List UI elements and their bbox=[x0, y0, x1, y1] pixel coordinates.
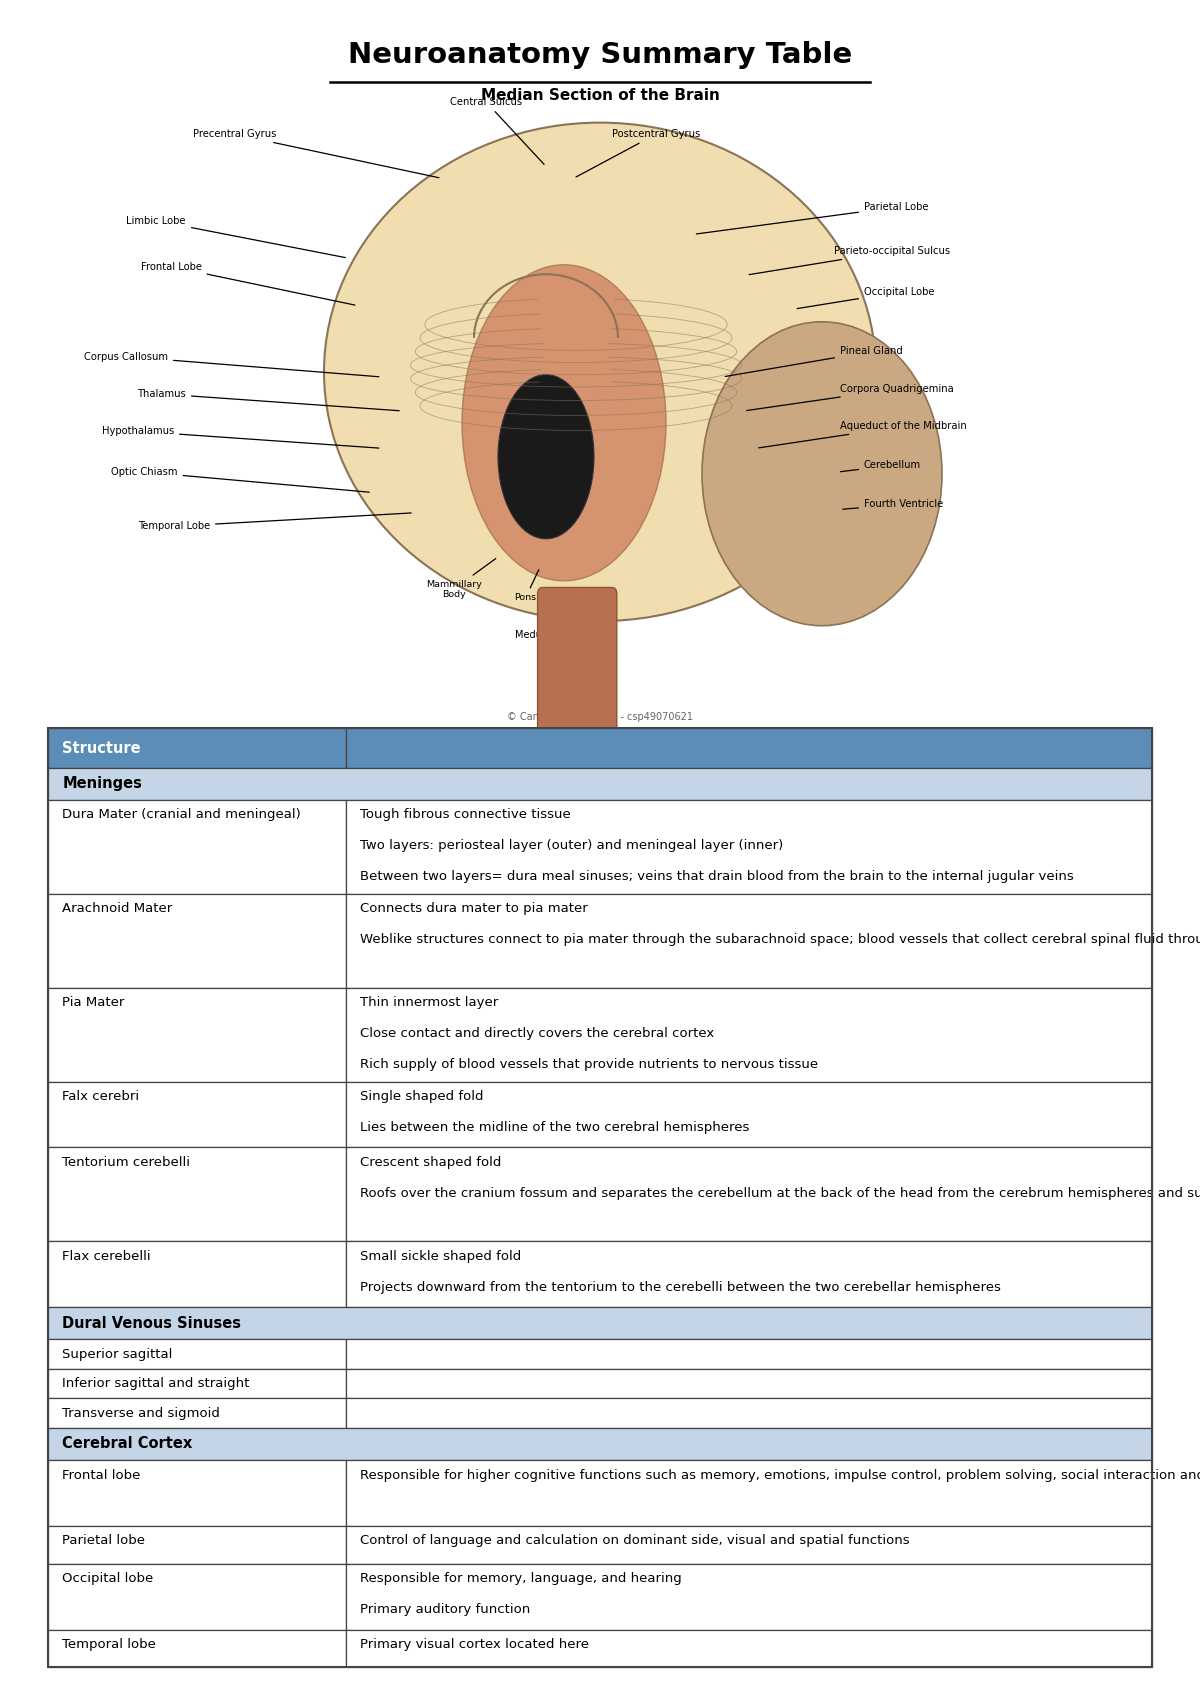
Text: Between two layers= dura meal sinuses; veins that drain blood from the brain to : Between two layers= dura meal sinuses; v… bbox=[360, 869, 1074, 883]
Text: Responsible for memory, language, and hearing: Responsible for memory, language, and he… bbox=[360, 1572, 683, 1586]
Text: Parietal Lobe: Parietal Lobe bbox=[696, 202, 929, 234]
Bar bbox=[48, 988, 346, 1082]
Text: Tough fibrous connective tissue: Tough fibrous connective tissue bbox=[360, 808, 571, 822]
Bar bbox=[346, 1564, 1152, 1630]
Text: Flax cerebelli: Flax cerebelli bbox=[62, 1250, 151, 1263]
Text: Primary visual cortex located here: Primary visual cortex located here bbox=[360, 1639, 589, 1650]
Ellipse shape bbox=[324, 122, 876, 621]
Text: Frontal lobe: Frontal lobe bbox=[62, 1469, 140, 1482]
Bar bbox=[346, 1340, 1152, 1369]
Text: Central Sulcus: Central Sulcus bbox=[450, 97, 544, 165]
Text: Thalamus: Thalamus bbox=[137, 389, 400, 411]
Text: Cerebral Cortex: Cerebral Cortex bbox=[62, 1437, 193, 1452]
Bar bbox=[48, 1630, 346, 1667]
Text: Dura Mater (cranial and meningeal): Dura Mater (cranial and meningeal) bbox=[62, 808, 301, 822]
Text: Medulla Oblongata: Medulla Oblongata bbox=[516, 604, 607, 640]
Text: Limbic Lobe: Limbic Lobe bbox=[126, 216, 346, 258]
Bar bbox=[346, 893, 1152, 988]
Text: Two layers: periosteal layer (outer) and meningeal layer (inner): Two layers: periosteal layer (outer) and… bbox=[360, 839, 784, 852]
Bar bbox=[48, 1340, 346, 1369]
Bar bbox=[346, 800, 1152, 893]
Bar bbox=[346, 728, 1152, 767]
Text: Arachnoid Mater: Arachnoid Mater bbox=[62, 902, 173, 915]
Bar bbox=[48, 1241, 346, 1307]
Bar bbox=[48, 1082, 346, 1148]
Text: Cerebellum: Cerebellum bbox=[840, 460, 922, 472]
Text: Inferior sagittal and straight: Inferior sagittal and straight bbox=[62, 1377, 250, 1391]
Text: Corpora Quadrigemina: Corpora Quadrigemina bbox=[746, 384, 954, 411]
Text: Aqueduct of the Midbrain: Aqueduct of the Midbrain bbox=[758, 421, 967, 448]
Bar bbox=[48, 1148, 346, 1241]
Text: Roofs over the cranium fossum and separates the cerebellum at the back of the he: Roofs over the cranium fossum and separa… bbox=[360, 1187, 1200, 1200]
Bar bbox=[346, 1399, 1152, 1428]
Text: Mammillary
Body: Mammillary Body bbox=[426, 559, 496, 599]
Bar bbox=[346, 1630, 1152, 1667]
Bar bbox=[48, 893, 346, 988]
Text: Pineal Gland: Pineal Gland bbox=[725, 346, 902, 377]
Ellipse shape bbox=[498, 375, 594, 538]
Bar bbox=[48, 800, 346, 893]
Bar bbox=[346, 1527, 1152, 1564]
Bar bbox=[48, 767, 1152, 800]
Text: Pia Mater: Pia Mater bbox=[62, 997, 125, 1009]
Text: Dural Venous Sinuses: Dural Venous Sinuses bbox=[62, 1316, 241, 1331]
Text: Precentral Gyrus: Precentral Gyrus bbox=[193, 129, 439, 178]
Text: Median Section of the Brain: Median Section of the Brain bbox=[480, 88, 720, 104]
Bar bbox=[48, 1399, 346, 1428]
Bar bbox=[346, 1148, 1152, 1241]
Text: Crescent shaped fold: Crescent shaped fold bbox=[360, 1156, 502, 1168]
Text: Optic Chiasm: Optic Chiasm bbox=[112, 467, 370, 492]
Text: Weblike structures connect to pia mater through the subarachnoid space; blood ve: Weblike structures connect to pia mater … bbox=[360, 934, 1200, 946]
Text: Neuroanatomy Summary Table: Neuroanatomy Summary Table bbox=[348, 41, 852, 68]
Ellipse shape bbox=[462, 265, 666, 581]
Text: Postcentral Gyrus: Postcentral Gyrus bbox=[576, 129, 701, 177]
Text: © CanStockPhoto.com - csp49070621: © CanStockPhoto.com - csp49070621 bbox=[508, 711, 694, 722]
Bar bbox=[346, 988, 1152, 1082]
Bar bbox=[346, 1082, 1152, 1148]
Text: Falx cerebri: Falx cerebri bbox=[62, 1090, 139, 1104]
Text: Occipital lobe: Occipital lobe bbox=[62, 1572, 154, 1586]
Text: Control of language and calculation on dominant side, visual and spatial functio: Control of language and calculation on d… bbox=[360, 1535, 910, 1547]
Text: Pons: Pons bbox=[515, 569, 539, 603]
Text: Close contact and directly covers the cerebral cortex: Close contact and directly covers the ce… bbox=[360, 1027, 715, 1041]
Text: Fourth Ventricle: Fourth Ventricle bbox=[842, 499, 943, 509]
Bar bbox=[346, 1369, 1152, 1399]
Text: Thin innermost layer: Thin innermost layer bbox=[360, 997, 499, 1009]
Text: Parieto-occipital Sulcus: Parieto-occipital Sulcus bbox=[749, 246, 950, 275]
Text: Projects downward from the tentorium to the cerebelli between the two cerebellar: Projects downward from the tentorium to … bbox=[360, 1280, 1001, 1294]
Text: Meninges: Meninges bbox=[62, 776, 143, 791]
Bar bbox=[346, 1460, 1152, 1527]
Bar bbox=[48, 1527, 346, 1564]
Text: Rich supply of blood vessels that provide nutrients to nervous tissue: Rich supply of blood vessels that provid… bbox=[360, 1058, 818, 1071]
Text: Primary auditory function: Primary auditory function bbox=[360, 1603, 530, 1616]
Text: Corpus Callosum: Corpus Callosum bbox=[84, 351, 379, 377]
FancyBboxPatch shape bbox=[538, 588, 617, 754]
Bar bbox=[48, 1564, 346, 1630]
Bar bbox=[48, 1428, 1152, 1460]
Text: Structure: Structure bbox=[62, 740, 142, 756]
Text: Temporal lobe: Temporal lobe bbox=[62, 1639, 156, 1650]
Text: Lies between the midline of the two cerebral hemispheres: Lies between the midline of the two cere… bbox=[360, 1121, 750, 1134]
Text: Tentorium cerebelli: Tentorium cerebelli bbox=[62, 1156, 191, 1168]
Text: Responsible for higher cognitive functions such as memory, emotions, impulse con: Responsible for higher cognitive functio… bbox=[360, 1469, 1200, 1482]
Text: Superior sagittal: Superior sagittal bbox=[62, 1348, 173, 1362]
Text: Small sickle shaped fold: Small sickle shaped fold bbox=[360, 1250, 522, 1263]
Bar bbox=[48, 728, 346, 767]
Text: Hypothalamus: Hypothalamus bbox=[102, 426, 379, 448]
Text: Occipital Lobe: Occipital Lobe bbox=[797, 287, 935, 309]
Ellipse shape bbox=[702, 321, 942, 627]
Bar bbox=[346, 1241, 1152, 1307]
Text: Transverse and sigmoid: Transverse and sigmoid bbox=[62, 1408, 221, 1420]
Text: Temporal Lobe: Temporal Lobe bbox=[138, 513, 412, 531]
Bar bbox=[48, 728, 1152, 1667]
Bar bbox=[48, 1369, 346, 1399]
Text: Frontal Lobe: Frontal Lobe bbox=[140, 261, 355, 306]
Bar bbox=[48, 1307, 1152, 1340]
Text: Parietal lobe: Parietal lobe bbox=[62, 1535, 145, 1547]
Text: Single shaped fold: Single shaped fold bbox=[360, 1090, 484, 1104]
Bar bbox=[48, 1460, 346, 1527]
Text: Connects dura mater to pia mater: Connects dura mater to pia mater bbox=[360, 902, 588, 915]
